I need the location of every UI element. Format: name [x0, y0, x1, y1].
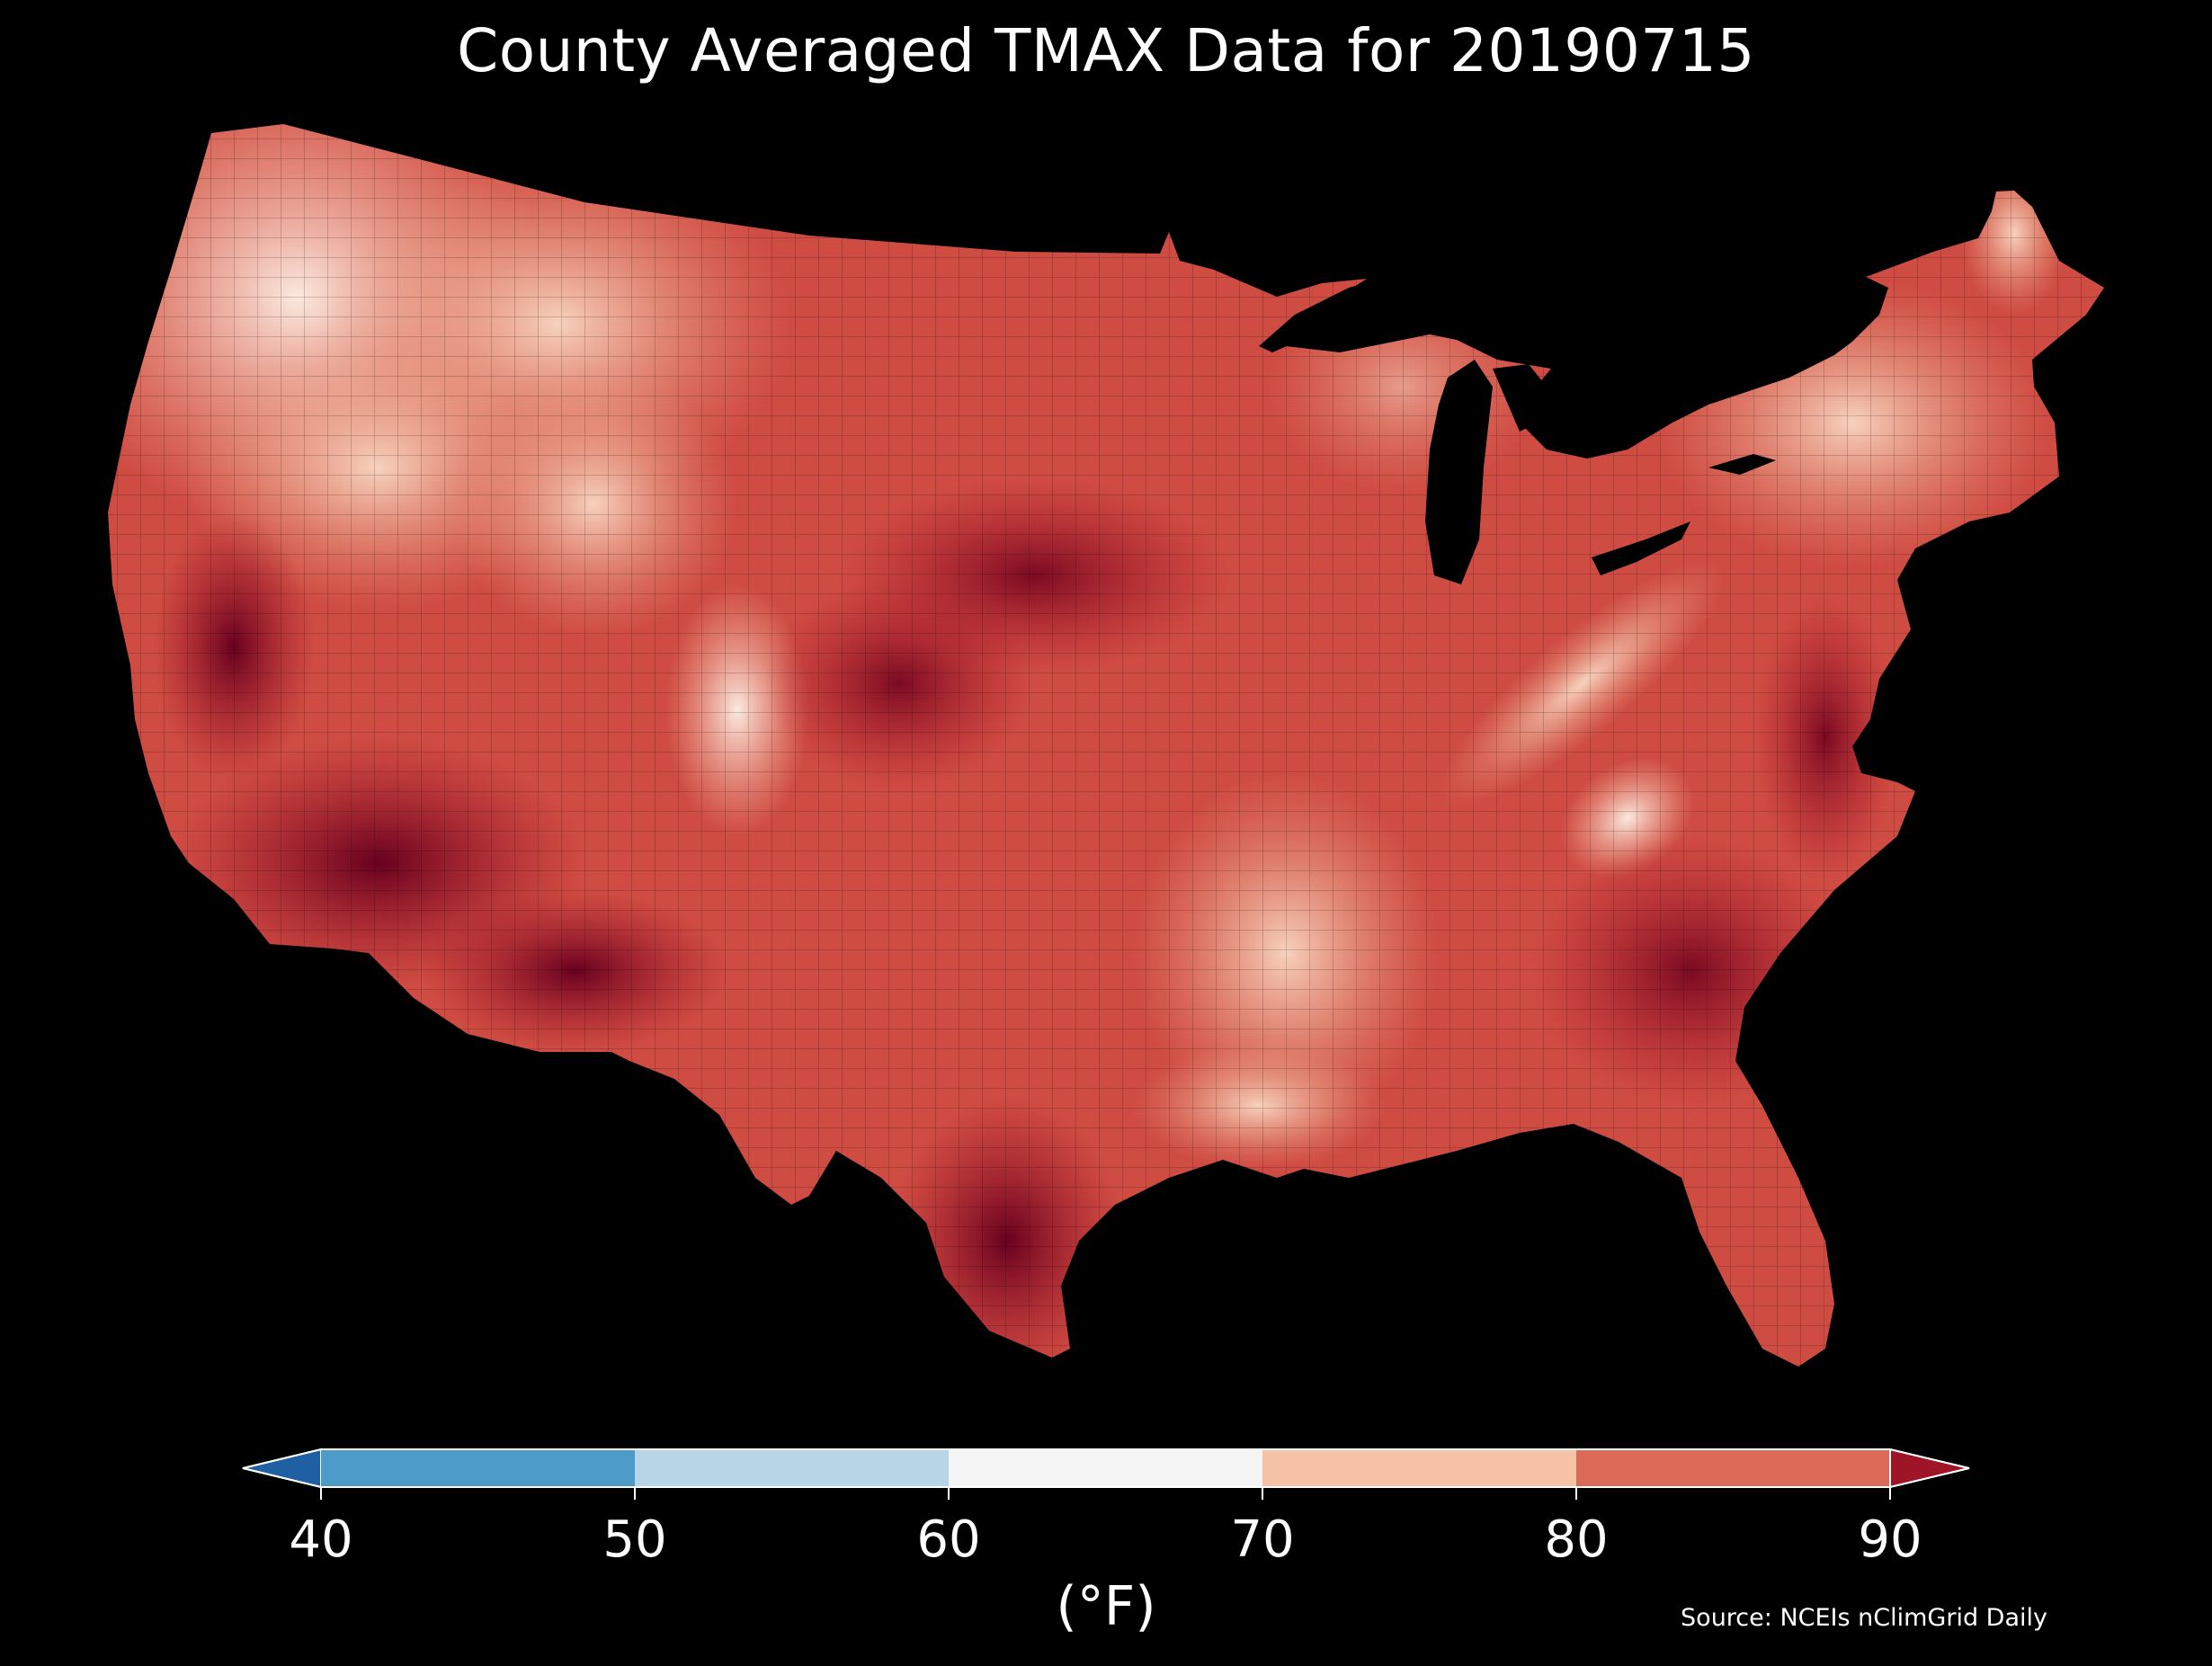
colorbar-tick-label: 60 [916, 1510, 981, 1569]
colorbar-bin-60-70 [949, 1449, 1262, 1487]
colorbar-extend-low [242, 1448, 322, 1489]
colorbar-tick-label: 70 [1230, 1510, 1295, 1569]
colorbar-tick-label: 40 [289, 1510, 353, 1569]
source-credit: Source: NCEIs nClimGrid Daily [1681, 1604, 2047, 1632]
colorbar-tick-label: 50 [602, 1510, 667, 1569]
colorbar-bin-40-50 [321, 1449, 635, 1487]
colorbar [242, 1448, 1970, 1500]
colorbar-extend-high [1889, 1448, 1970, 1489]
colorbar-units-label: (°F) [1056, 1575, 1156, 1638]
colorbar-bin-50-60 [635, 1449, 949, 1487]
great-lakes [1259, 281, 1776, 584]
colorbar-bin-80-90 [1576, 1449, 1890, 1487]
map-title: County Averaged TMAX Data for 20190715 [457, 16, 1755, 85]
colorbar-tick-label: 80 [1544, 1510, 1609, 1569]
colorbar-tick-label: 90 [1858, 1510, 1922, 1569]
conus-shape [108, 124, 2104, 1367]
colorbar-bin-70-80 [1262, 1449, 1576, 1487]
